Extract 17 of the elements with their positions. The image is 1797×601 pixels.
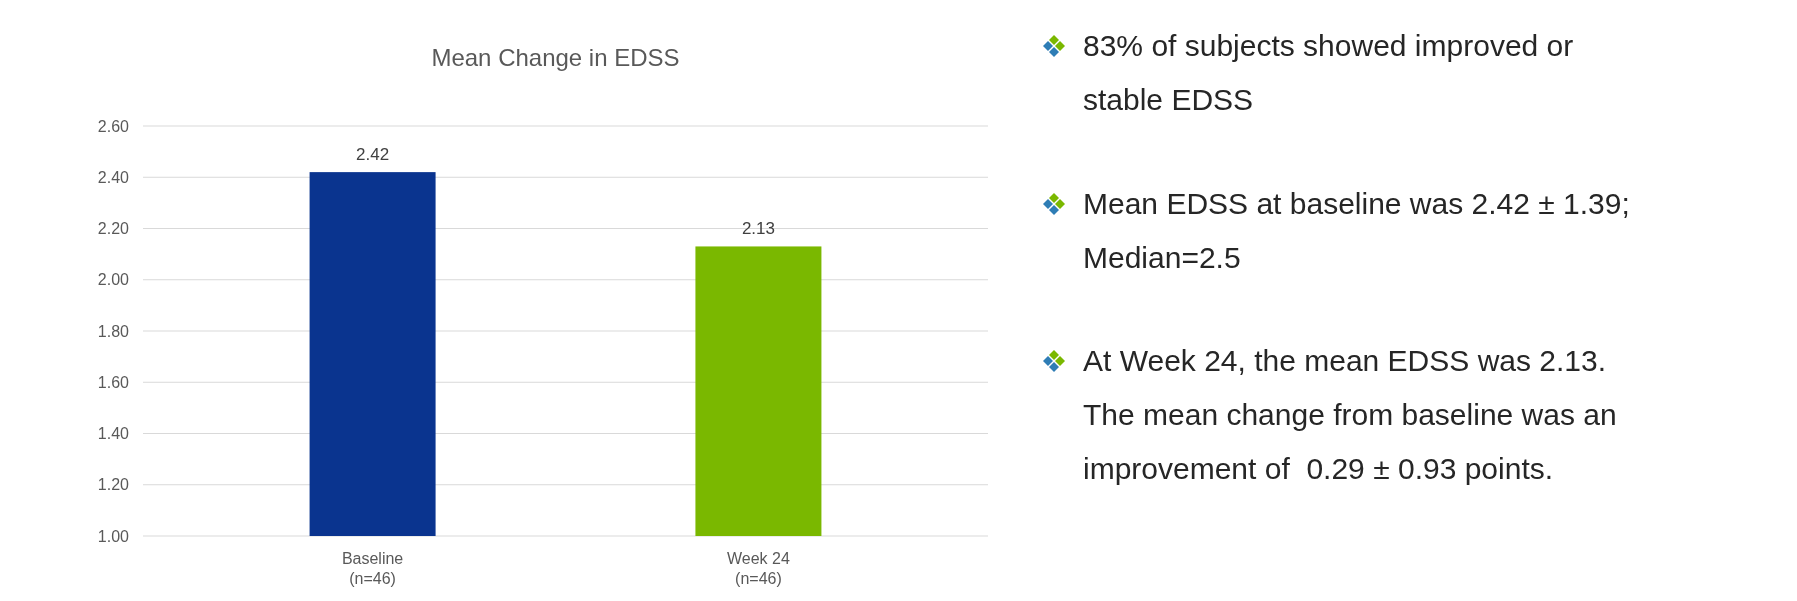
y-tick-label: 2.00	[97, 271, 130, 289]
y-tick-label: 1.00	[97, 527, 130, 545]
y-tick-label: 2.40	[97, 168, 130, 186]
y-tick-label: 2.20	[97, 220, 130, 238]
chart-title: Mean Change in EDSS	[431, 44, 680, 71]
text: At Week 24, the mean EDSS was 2.13. The mean change from baseline was an improvement of 0.29 ± 0.93 points.	[1083, 344, 1617, 485]
y-tick-label: 1.60	[97, 373, 130, 391]
data-label: 2.42	[356, 145, 390, 165]
text: 83% of subjects showed improved or stable EDSS	[1083, 29, 1574, 116]
x-tick-label: Week 24 (n=46)	[726, 550, 790, 587]
y-tick-label: 1.20	[97, 476, 130, 494]
y-tick-label: 1.80	[97, 322, 130, 340]
y-tick-label: 2.60	[97, 117, 130, 135]
y-tick-label: 1.40	[97, 425, 130, 443]
data-label: 2.13	[741, 219, 775, 239]
x-tick-label: Baseline (n=46)	[341, 550, 404, 587]
text: Mean EDSS at baseline was 2.42 ± 1.39; Median=2.5	[1083, 187, 1630, 274]
